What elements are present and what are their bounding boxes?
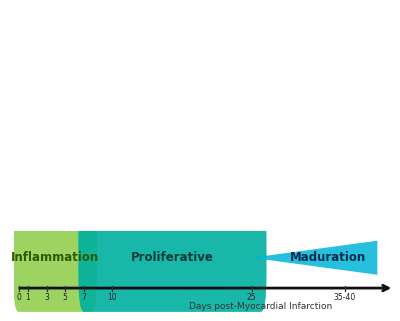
Text: 1: 1: [26, 293, 30, 302]
Text: 0: 0: [16, 293, 21, 302]
Text: Inflammation: Inflammation: [11, 251, 99, 264]
Text: Proliferative: Proliferative: [131, 251, 214, 264]
Text: 3: 3: [44, 293, 49, 302]
Text: 10: 10: [107, 293, 117, 302]
Text: 25: 25: [247, 293, 256, 302]
Text: 7: 7: [82, 293, 86, 302]
FancyBboxPatch shape: [78, 204, 266, 312]
Text: 35-40: 35-40: [334, 293, 356, 302]
Text: Days post-Myocardial Infarction: Days post-Myocardial Infarction: [189, 302, 332, 311]
Text: Maduration: Maduration: [290, 251, 366, 264]
Polygon shape: [252, 241, 377, 275]
Text: 5: 5: [63, 293, 68, 302]
FancyBboxPatch shape: [13, 204, 97, 312]
